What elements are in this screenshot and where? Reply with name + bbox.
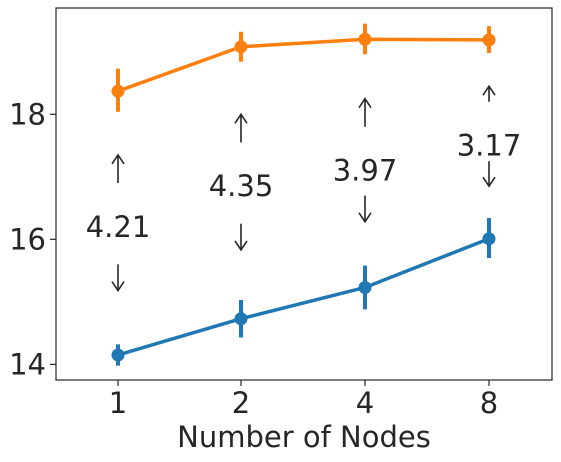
x-tick-label: 2 [232, 386, 250, 420]
x-axis-title: Number of Nodes [177, 420, 431, 454]
x-tick-label: 1 [109, 386, 127, 420]
y-tick-label: 14 [9, 347, 46, 381]
y-tick-label: 16 [9, 222, 46, 256]
data-point [483, 232, 496, 245]
annotation-label: 4.21 [86, 210, 151, 244]
data-point [112, 348, 125, 361]
data-point [235, 40, 248, 53]
y-tick-label: 18 [9, 97, 46, 131]
x-tick-label: 4 [356, 386, 374, 420]
annotation-label: 3.17 [457, 129, 522, 163]
data-point [359, 33, 372, 46]
x-tick-label: 8 [480, 386, 498, 420]
data-point [359, 281, 372, 294]
annotation-label: 3.97 [333, 154, 398, 188]
data-point [112, 85, 125, 98]
annotation-label: 4.35 [209, 169, 274, 203]
data-point [235, 312, 248, 325]
y-axis-ticks: 14 16 18 [9, 97, 56, 381]
x-axis-ticks: 1 2 4 8 [109, 380, 498, 420]
plot-area [56, 8, 552, 380]
data-point [483, 33, 496, 46]
